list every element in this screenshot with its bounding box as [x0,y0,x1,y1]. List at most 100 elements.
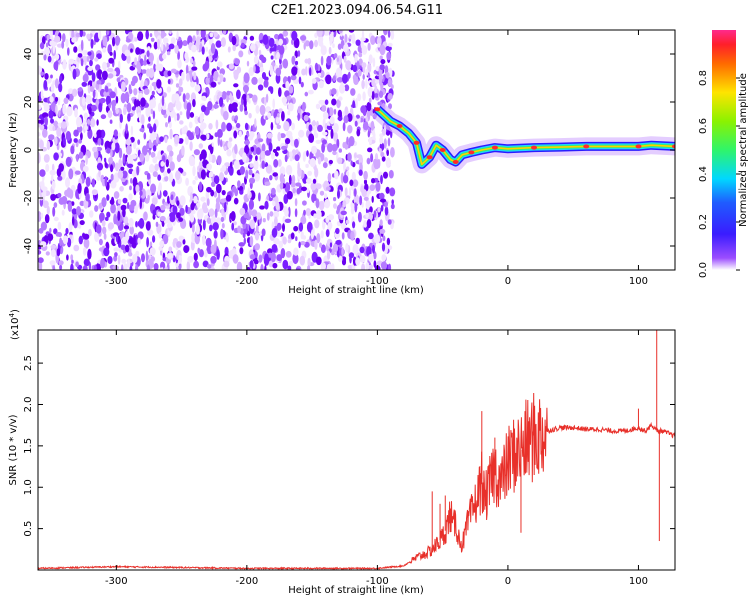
noise-speck [49,96,54,103]
noise-speck [337,116,343,121]
noise-speck [257,84,264,91]
noise-speck [319,190,325,196]
noise-speck [128,193,133,201]
noise-speck [159,215,166,222]
noise-speck [262,218,266,223]
noise-speck [380,59,386,65]
noise-speck [281,111,285,122]
noise-speck [202,63,209,72]
noise-speck [307,170,313,176]
noise-speck [253,55,259,64]
colorbar-tick-label: 0.6 [698,118,709,134]
noise-speck [239,166,245,175]
noise-speck [120,166,125,171]
noise-speck [290,232,295,240]
noise-speck [83,238,90,249]
noise-speck [315,183,322,190]
noise-speck [192,99,196,108]
noise-speck [54,96,59,102]
noise-speck [118,147,123,159]
noise-speck [134,98,138,108]
noise-speck [223,110,229,121]
noise-speck [96,162,104,171]
noise-speck [275,239,278,245]
noise-speck [213,191,218,198]
noise-speck [379,55,383,61]
noise-speck [91,72,96,82]
noise-speck [279,64,283,70]
noise-speck [351,171,356,182]
noise-speck [273,159,279,168]
noise-speck [150,151,156,158]
noise-speck [237,225,242,234]
noise-speck [239,104,244,112]
noise-speck [176,154,182,163]
noise-speck [258,49,262,56]
noise-speck [38,227,44,234]
noise-speck [178,262,182,270]
noise-speck [312,196,317,202]
noise-speck [227,46,231,53]
noise-speck [84,125,88,131]
noise-speck [90,104,97,112]
noise-speck [249,163,254,168]
noise-speck [259,66,264,73]
noise-speck [157,38,161,50]
noise-speck [219,171,224,182]
noise-speck [354,188,357,197]
noise-speck [385,71,390,79]
noise-speck [103,247,110,257]
noise-speck [270,151,275,160]
noise-speck [225,194,232,202]
noise-speck [221,208,224,217]
noise-speck [380,151,385,157]
noise-speck [361,62,367,69]
noise-speck [326,55,332,66]
noise-speck [73,138,78,143]
noise-speck [168,172,174,183]
noise-speck [157,87,162,94]
noise-speck [338,96,343,101]
noise-speck [298,241,301,249]
noise-speck [368,54,373,64]
noise-speck [212,222,219,231]
noise-speck [152,97,156,107]
noise-speck [214,132,219,138]
noise-speck [184,52,189,60]
noise-speck [206,198,210,207]
noise-speck [160,267,164,270]
noise-speck [106,194,110,201]
noise-speck [168,121,172,129]
noise-speck [235,122,241,129]
noise-speck [243,213,250,219]
noise-speck [365,78,368,89]
noise-speck [104,161,107,168]
noise-speck [339,84,346,94]
noise-speck [152,171,158,178]
noise-speck [259,205,265,210]
noise-speck [264,181,271,186]
noise-speck [370,153,374,163]
noise-speck [56,127,62,137]
noise-speck [300,81,304,88]
noise-speck [139,73,142,81]
x-tick-label: -100 [366,576,389,587]
noise-speck [114,252,118,257]
noise-speck [38,211,42,222]
noise-speck [201,95,207,101]
noise-speck [311,120,317,127]
noise-speck [277,131,282,142]
noise-speck [293,225,299,232]
noise-speck [194,234,200,245]
noise-speck [318,200,325,211]
noise-speck [148,67,155,79]
noise-speck [76,125,83,133]
noise-speck [88,106,92,115]
noise-speck [308,133,315,143]
noise-speck [322,131,328,136]
noise-speck [50,174,54,182]
noise-speck [166,223,173,228]
noise-speck [266,132,273,139]
echo-peak [635,144,642,149]
noise-speck [287,265,292,270]
